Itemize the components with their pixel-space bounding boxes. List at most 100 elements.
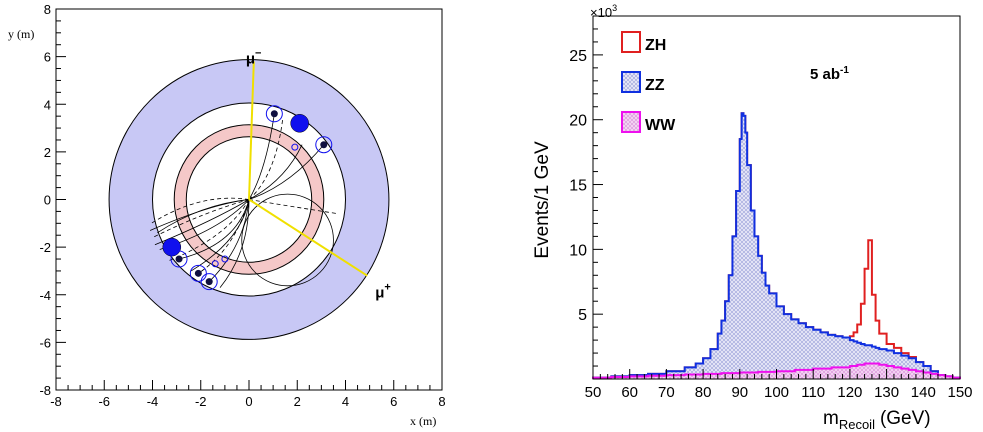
muon-label-0: μ− xyxy=(246,47,262,67)
track-12 xyxy=(248,113,275,200)
left-xtick-label-7: 6 xyxy=(390,394,397,409)
right-xtick-label-9: 140 xyxy=(911,384,936,401)
marker-2 xyxy=(221,255,229,263)
right-xtick-label-10: 150 xyxy=(947,384,972,401)
left-xtick-label-0: -8 xyxy=(50,394,62,409)
cluster-dot-1 xyxy=(320,141,328,149)
track-8 xyxy=(208,199,250,282)
event-display-ylabel: y (m) xyxy=(8,27,34,41)
right-ytick-label-2: 15 xyxy=(569,178,587,195)
cluster-ring-0 xyxy=(265,105,283,123)
track-9 xyxy=(219,199,250,288)
track-10 xyxy=(151,197,250,224)
track-14 xyxy=(248,144,303,200)
left-ytick-label-4: 0 xyxy=(44,193,51,208)
left-ytick-label-7: 6 xyxy=(44,50,51,65)
particle-tracks xyxy=(149,113,339,288)
right-xtick-label-7: 120 xyxy=(837,384,862,401)
track-7 xyxy=(198,199,250,274)
cluster-ring-4 xyxy=(200,273,218,291)
track-16 xyxy=(248,199,339,215)
muon-track-1 xyxy=(248,198,368,277)
histogram-series xyxy=(592,112,961,379)
left-xtick-label-4: 0 xyxy=(245,394,252,409)
muon-label-sign-1: + xyxy=(384,282,390,294)
right-xtick-label-2: 70 xyxy=(658,384,675,401)
legend-swatch-zz xyxy=(621,71,641,93)
cluster-dot-0 xyxy=(270,110,278,118)
right-xtick-label-0: 50 xyxy=(585,384,602,401)
left-xtick-label-1: -6 xyxy=(98,394,110,409)
cluster-dot-3 xyxy=(194,269,202,277)
left-xtick-label-5: 2 xyxy=(294,394,301,409)
histogram-xlabel-main: m xyxy=(823,408,839,429)
muon-track-0 xyxy=(248,61,255,200)
left-xtick-label-8: 8 xyxy=(438,394,445,409)
left-ytick-label-0: -8 xyxy=(39,383,51,398)
right-ytick-label-1: 10 xyxy=(569,242,587,259)
series-zz-area xyxy=(592,112,961,379)
muon-label-symbol-1: μ xyxy=(375,285,384,302)
histogram-axes: 50 60 70 80 90 100 110 120 130 140 150 5 10 15 20 25 xyxy=(569,28,973,401)
luminosity-annotation: 5 ab-1 xyxy=(810,65,849,83)
right-xtick-label-8: 130 xyxy=(874,384,899,401)
y-multiplier-exponent: 3 xyxy=(612,3,617,13)
cluster-ring-3 xyxy=(189,264,207,282)
legend-label-ww: WW xyxy=(645,117,676,134)
right-xtick-label-6: 110 xyxy=(801,384,825,401)
left-ytick-label-2: -4 xyxy=(39,288,51,303)
cluster-dot-2 xyxy=(175,255,183,263)
track-13 xyxy=(248,118,284,200)
track-15 xyxy=(248,144,325,200)
cluster-ring-2 xyxy=(170,250,188,268)
left-xtick-label-3: -2 xyxy=(195,394,207,409)
left-xtick-label-2: -4 xyxy=(147,394,159,409)
muon-label-1: μ+ xyxy=(375,282,391,302)
right-ytick-label-3: 20 xyxy=(569,113,587,130)
left-ytick-label-3: -2 xyxy=(39,240,51,255)
left-ytick-label-8: 8 xyxy=(44,2,51,17)
right-ytick-label-0: 5 xyxy=(578,307,587,324)
histogram-xlabel-sub: Recoil xyxy=(839,417,875,432)
cluster-large-0 xyxy=(290,114,309,133)
luminosity-exponent: -1 xyxy=(840,65,849,76)
left-xtick-label-6: 4 xyxy=(342,394,349,409)
cluster-dot-4 xyxy=(205,278,213,286)
recoil-mass-panel: 50 60 70 80 90 100 110 120 130 140 150 5 10 15 20 25 ZH… xyxy=(532,3,973,432)
left-ytick-label-5: 2 xyxy=(44,145,51,160)
legend-swatch-ww xyxy=(621,111,641,133)
histogram-ylabel: Events/1 GeV xyxy=(532,141,553,259)
track-11 xyxy=(157,199,250,234)
muon-label-symbol-0: μ xyxy=(246,50,255,67)
right-xtick-label-4: 90 xyxy=(731,384,748,401)
legend-label-zh: ZH xyxy=(645,37,666,54)
cluster-ring-1 xyxy=(315,136,333,154)
legend-label-zz: ZZ xyxy=(645,77,665,94)
right-ytick-label-4: 25 xyxy=(569,48,587,65)
right-xtick-label-1: 60 xyxy=(621,384,638,401)
right-xtick-label-5: 100 xyxy=(764,384,789,401)
histogram-legend: ZH ZZ WW xyxy=(621,31,676,134)
track-loop xyxy=(241,193,334,287)
marker-1 xyxy=(211,260,219,268)
histogram-xlabel-unit: (GeV) xyxy=(880,408,931,429)
track-6 xyxy=(190,199,250,272)
luminosity-value: 5 ab xyxy=(810,66,840,83)
event-display-xlabel: x (m) xyxy=(410,414,436,428)
energy-clusters xyxy=(162,105,333,291)
track-1 xyxy=(152,199,250,238)
event-display-axes: -8 -6 -4 -2 0 2 4 6 8 -8 -6 -4 -2 0 2 4 6 8 xyxy=(39,2,445,409)
y-multiplier-base: ×10 xyxy=(590,5,612,20)
y-multiplier: ×103 xyxy=(590,3,617,20)
histogram-xlabel: mRecoil (GeV) xyxy=(823,408,931,432)
legend-swatch-zh xyxy=(621,31,641,53)
muon-tracks: μ−μ+ xyxy=(246,47,391,301)
left-ytick-label-1: -6 xyxy=(39,335,51,350)
marker-0 xyxy=(291,143,299,151)
cluster-large-1 xyxy=(162,237,182,257)
right-xtick-label-3: 80 xyxy=(695,384,712,401)
muon-label-sign-0: − xyxy=(255,47,261,59)
left-ytick-label-6: 4 xyxy=(44,97,51,112)
